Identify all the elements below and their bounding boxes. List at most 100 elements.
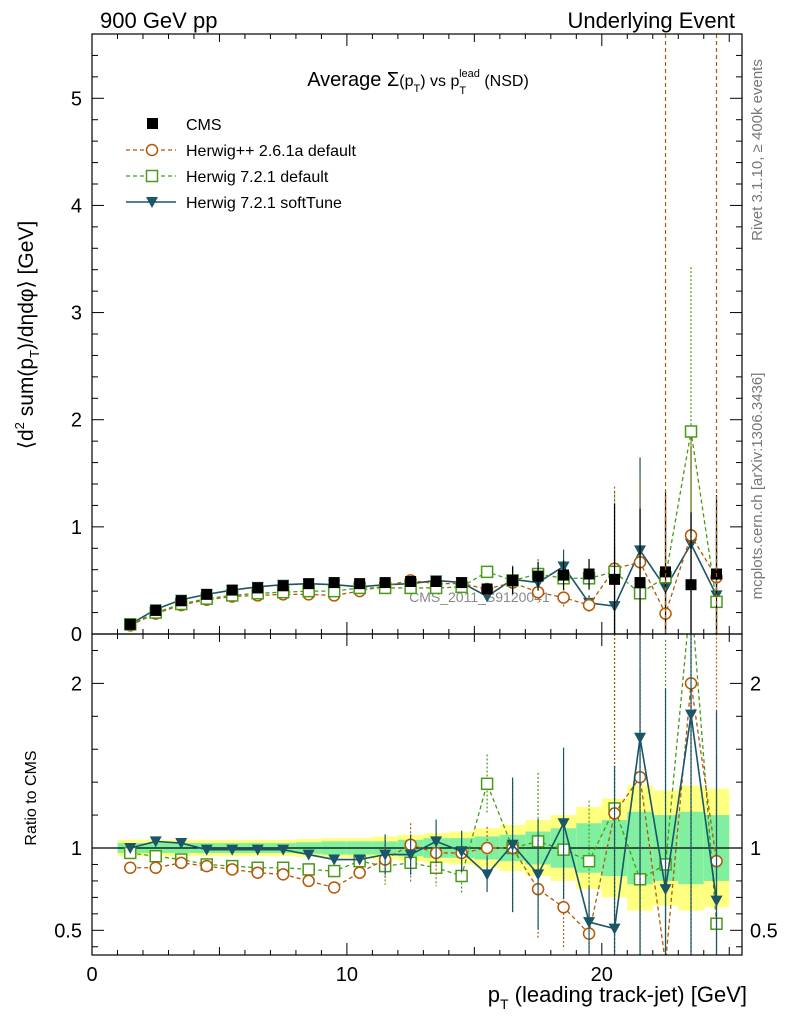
main-y-tick-label: 1	[71, 517, 82, 539]
main-series-cms	[124, 491, 723, 634]
main-point-herwigpp	[582, 598, 596, 612]
ratio-point-herwigpp	[200, 859, 213, 873]
xlabel: pT (leading track-jet) [GeV]	[488, 982, 747, 1012]
main-point-herwig721	[480, 565, 494, 579]
legend-label-softtune: Herwig 7.2.1 softTune	[186, 195, 342, 212]
main-point-cms	[379, 577, 391, 589]
main-chart-marks: CMS_2011_S9120041	[123, 34, 723, 634]
header-right: Underlying Event	[567, 8, 735, 33]
main-line-softtune	[129, 542, 718, 626]
main-point-cms	[507, 574, 519, 586]
mcplots-label: mcplots.cern.ch [arXiv:1306.3436]	[749, 373, 766, 600]
main-y-tick-label: 4	[71, 195, 82, 217]
ratio-point-softtune	[379, 849, 392, 861]
main-point-cms	[634, 577, 646, 589]
ratio-point-softtune	[277, 844, 290, 856]
ratio-point-softtune	[124, 843, 137, 854]
watermark: CMS_2011_S9120041	[409, 589, 550, 605]
ratio-point-softtune	[200, 844, 213, 856]
main-point-cms	[583, 568, 595, 580]
ratio-y-tick-label: 0.5	[54, 920, 82, 942]
ratio-point-herwig721	[149, 849, 162, 863]
legend-label-herwigpp: Herwig++ 2.6.1a default	[186, 143, 356, 160]
ratio-point-softtune	[353, 854, 366, 866]
ratio-plot-area	[92, 785, 742, 911]
main-point-cms	[532, 570, 544, 582]
main-point-cms	[252, 582, 264, 594]
ratio-point-herwigpp	[251, 866, 264, 879]
ratio-point-herwigpp	[149, 861, 162, 875]
ratio-point-herwigpp	[174, 856, 188, 870]
main-point-herwig721	[684, 425, 698, 438]
ratio-point-herwigpp	[480, 841, 494, 855]
ratio-point-softtune	[481, 869, 494, 881]
main-y-tick-label: 5	[71, 88, 82, 110]
ratio-point-softtune	[532, 869, 545, 881]
ratio-point-softtune	[149, 836, 162, 848]
ratio-point-softtune	[583, 917, 596, 929]
ratio-y-tick-label-right: 1	[750, 838, 761, 860]
ratio-point-herwigpp	[353, 866, 366, 879]
legend-entry-softtune: Herwig 7.2.1 softTune	[126, 195, 342, 212]
main-point-cms	[430, 576, 442, 587]
main-point-cms	[226, 584, 238, 596]
ratio-point-herwig721	[455, 869, 468, 883]
ratio-point-softtune	[634, 732, 647, 744]
main-point-cms	[685, 579, 697, 591]
ratio-line-softtune	[130, 714, 718, 930]
ratio-point-softtune	[302, 849, 315, 861]
main-point-cms	[456, 577, 468, 589]
main-point-cms	[201, 588, 213, 600]
ratio-point-herwig721	[582, 854, 596, 868]
main-point-cms	[328, 577, 340, 589]
main-point-cms	[558, 569, 570, 581]
main-point-cms	[354, 578, 366, 590]
header-left: 900 GeV pp	[100, 8, 217, 33]
main-series-softtune	[124, 447, 723, 634]
ratio-point-softtune	[251, 844, 264, 856]
legend-marker-herwigpp	[145, 143, 159, 157]
ratio-frame	[91, 633, 743, 956]
ratio-point-herwigpp	[123, 861, 137, 875]
main-point-cms	[609, 573, 621, 585]
main-point-cms	[277, 580, 289, 592]
legend-marker-cms	[147, 118, 158, 129]
legend-entry-herwigpp: Herwig++ 2.6.1a default	[126, 143, 356, 160]
main-point-cms	[405, 576, 417, 587]
ratio-point-softtune	[430, 836, 443, 848]
ratio-point-softtune	[226, 844, 239, 856]
ratio-point-softtune	[608, 923, 621, 935]
main-point-cms	[481, 583, 493, 595]
rivet-label: Rivet 3.1.10, ≥ 400k events	[749, 59, 766, 241]
axes: 0 10 20 0 1 2 3 4 5 0.5 0.5 1 1 2 2	[54, 33, 778, 986]
ratio-series-softtune	[124, 634, 723, 955]
ratio-point-softtune	[659, 884, 672, 896]
x-tick-label: 0	[86, 964, 97, 986]
main-point-cms	[303, 578, 315, 590]
ratio-point-softtune	[710, 895, 723, 907]
x-tick-label: 10	[336, 964, 358, 986]
ratio-point-softtune	[328, 854, 341, 866]
main-y-tick-label: 0	[71, 624, 82, 646]
main-ylabel: ⟨d2 sum(pT)/dηdφ⟩ [GeV]	[12, 221, 42, 449]
ratio-y-tick-label: 2	[71, 673, 82, 695]
ratio-y-tick-label-right: 2	[750, 673, 761, 695]
legend-marker-softtune	[146, 197, 158, 208]
legend-entry-cms: CMS	[147, 117, 222, 134]
ratio-y-tick-label-right: 0.5	[750, 920, 778, 942]
ratio-point-herwigpp	[660, 958, 671, 969]
main-point-cms	[150, 604, 162, 616]
ratio-point-herwig721	[327, 864, 341, 878]
ratio-point-herwigpp	[302, 874, 315, 888]
ratio-point-softtune	[404, 849, 417, 861]
main-title: Average Σ(pT) vs pTlead (NSD)	[307, 68, 529, 97]
legend-label-cms: CMS	[186, 117, 222, 134]
ratio-point-herwig721	[480, 777, 494, 791]
main-point-herwigpp	[557, 591, 570, 604]
ratio-chart-marks	[123, 634, 723, 969]
ratio-point-softtune	[685, 709, 698, 721]
legend-marker-herwig721	[145, 169, 159, 183]
x-tick-label: 20	[591, 964, 613, 986]
ratio-point-softtune	[506, 839, 519, 851]
ratio-point-herwigpp	[557, 901, 570, 914]
